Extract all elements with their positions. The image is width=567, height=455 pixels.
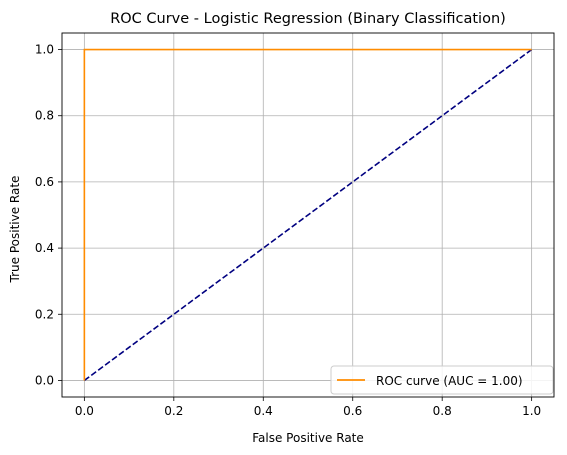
- x-tick-label: 0.4: [254, 404, 273, 418]
- y-tick-label: 0.2: [35, 307, 54, 321]
- legend: ROC curve (AUC = 1.00): [330, 365, 554, 395]
- series-layer: [83, 48, 533, 382]
- y-axis-label: True Positive Rate: [8, 176, 22, 284]
- x-tick-label: 0.6: [343, 404, 362, 418]
- x-tick-label: 1.0: [522, 404, 541, 418]
- chart-title: ROC Curve - Logistic Regression (Binary …: [110, 11, 506, 27]
- y-tick-label: 0.8: [35, 109, 54, 123]
- x-tick-label: 0.0: [75, 404, 94, 418]
- y-tick-label: 1.0: [35, 43, 54, 57]
- x-tick-label: 0.2: [164, 404, 183, 418]
- y-tick-label: 0.4: [35, 241, 54, 255]
- grid-layer: [62, 33, 554, 397]
- y-tick-label: 0.0: [35, 373, 54, 387]
- legend-box: [330, 365, 554, 395]
- legend-label-roc: ROC curve (AUC = 1.00): [376, 374, 523, 388]
- x-tick-label: 0.8: [433, 404, 452, 418]
- tick-layer: 0.0 0.2 0.4 0.6 0.8 1.0 0.0 0.2 0.4 0.6 0.8 1.0: [35, 43, 541, 418]
- y-tick-label: 0.6: [35, 175, 54, 189]
- diagonal-reference-line: [83, 48, 533, 382]
- plot-area-frame: [61, 32, 555, 398]
- roc-curve-line: [83, 48, 532, 381]
- x-axis-label: False Positive Rate: [252, 431, 364, 445]
